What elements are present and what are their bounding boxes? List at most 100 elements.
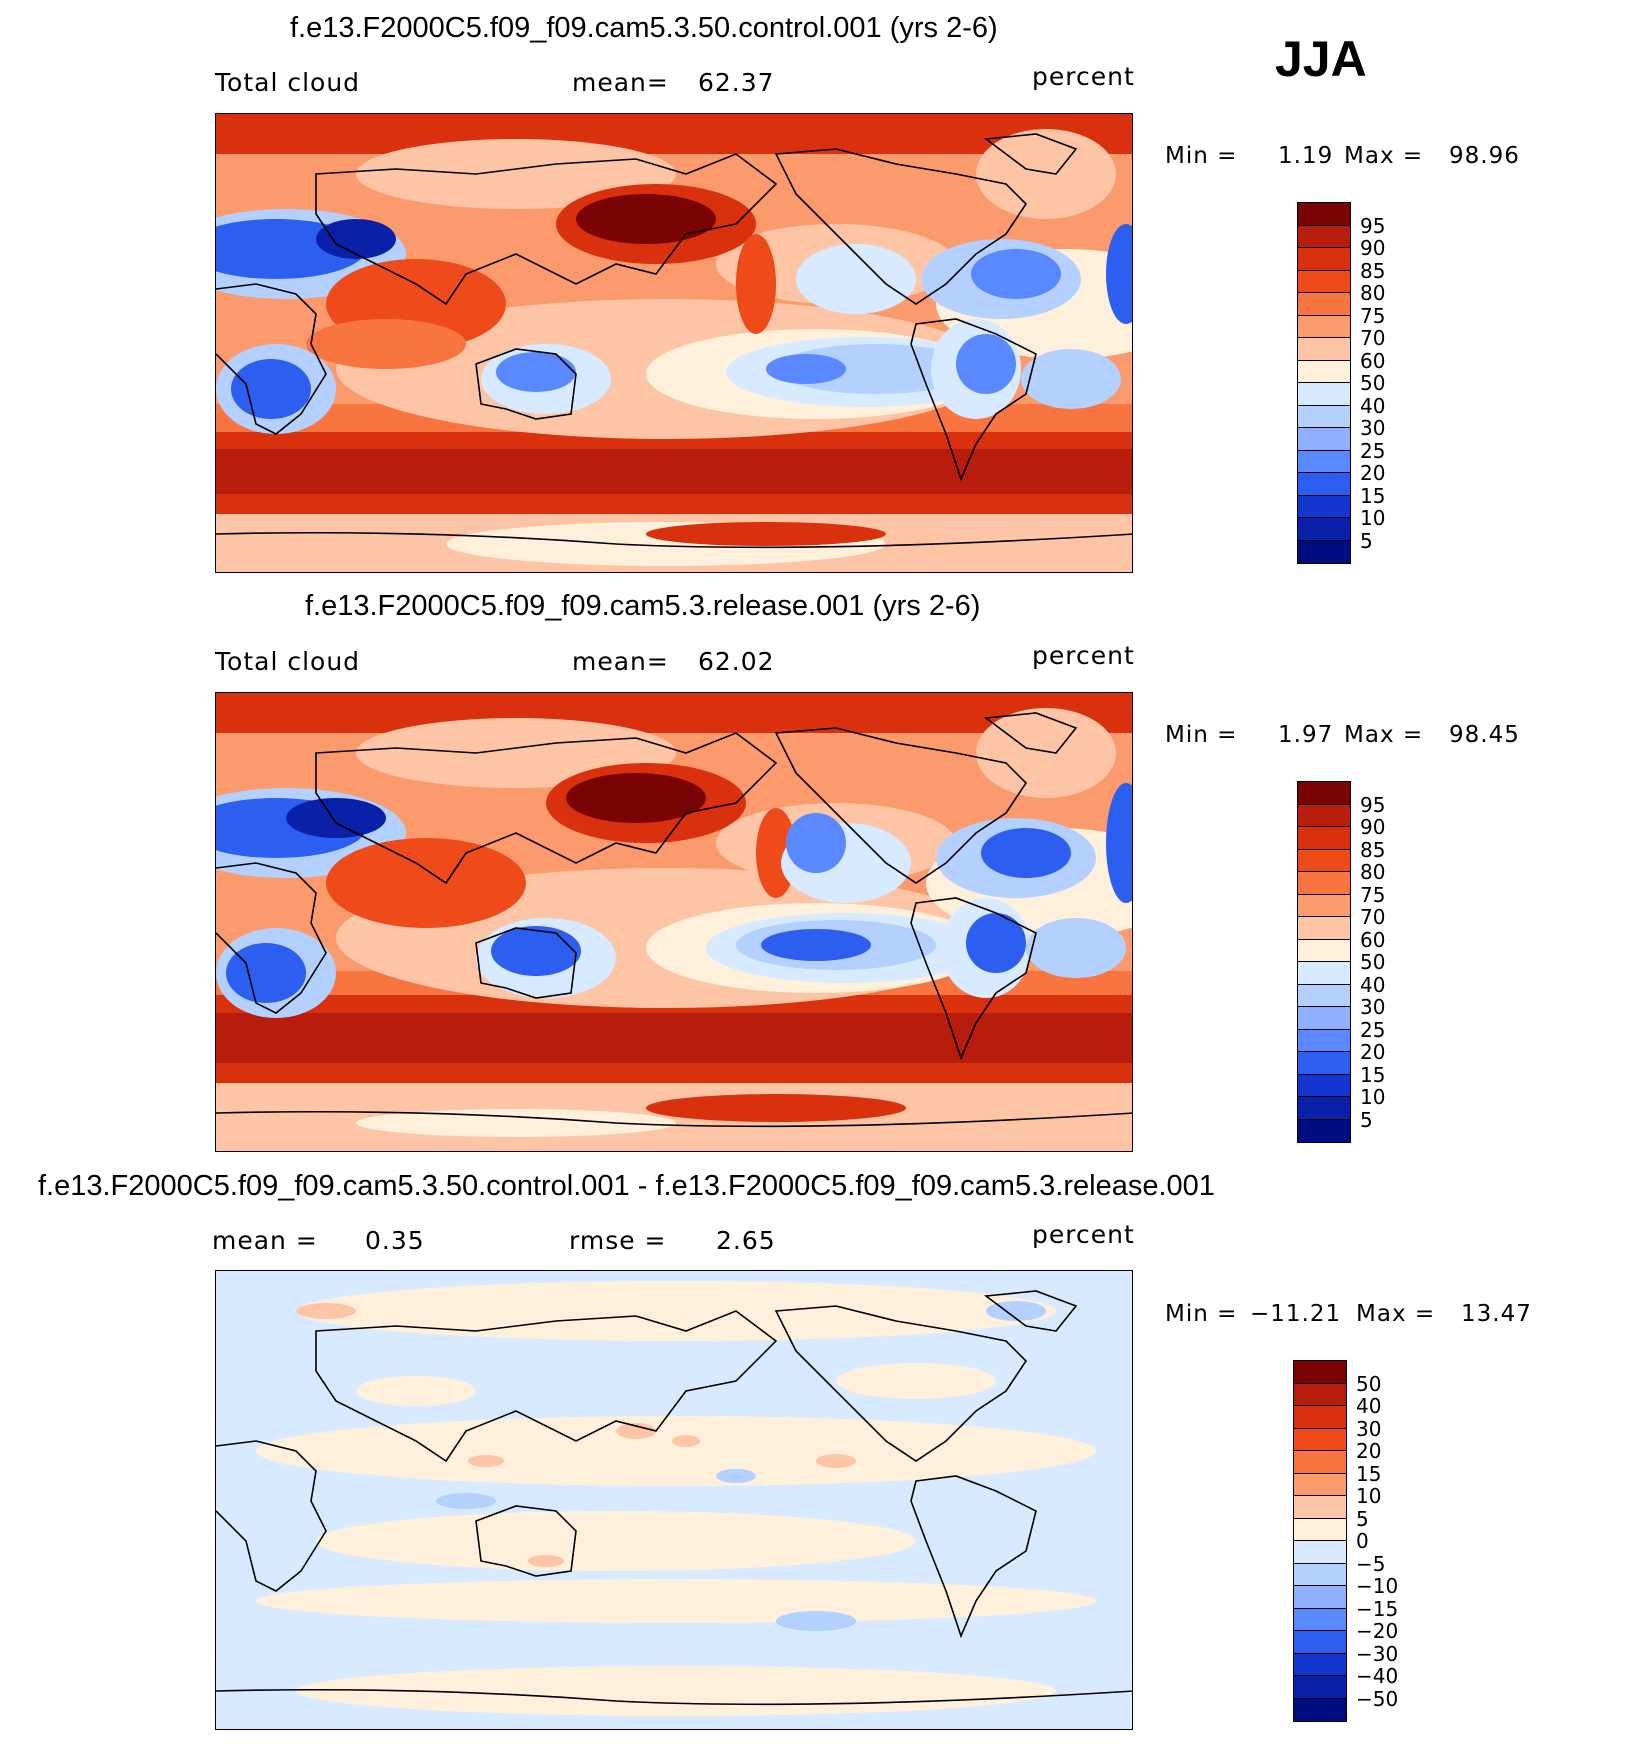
colorbar-tick-label: 0: [1356, 1529, 1369, 1553]
colorbar-segment: [1298, 1097, 1350, 1120]
colorbar-tick-label: 20: [1356, 1439, 1382, 1463]
panel-3-colorbar: [1293, 1360, 1347, 1722]
colorbar-segment: [1294, 1473, 1346, 1496]
colorbar-segment: [1298, 1029, 1350, 1052]
colorbar-tick-label: 60: [1360, 348, 1386, 373]
panel-2-min-value: 1.97: [1278, 722, 1334, 748]
panel-1-units: percent: [1032, 62, 1135, 91]
colorbar-segment: [1298, 1119, 1350, 1142]
colorbar-segment: [1294, 1361, 1346, 1384]
colorbar-tick-label: 95: [1360, 213, 1386, 238]
colorbar-segment: [1294, 1383, 1346, 1406]
colorbar-tick-label: 80: [1360, 860, 1386, 884]
colorbar-tick-label: 60: [1360, 927, 1386, 952]
colorbar-tick-label: −10: [1356, 1574, 1399, 1598]
colorbar-tick-label: 40: [1360, 393, 1386, 418]
colorbar-segment: [1294, 1541, 1346, 1564]
colorbar-segment: [1298, 872, 1350, 895]
season-label: JJA: [1275, 31, 1367, 87]
colorbar-tick-label: 15: [1360, 483, 1386, 508]
colorbar-segment: [1294, 1608, 1346, 1631]
panel-1-mean-label: mean=: [572, 68, 669, 97]
colorbar-segment: [1298, 450, 1350, 473]
panel-1-min-value: 1.19: [1278, 143, 1334, 169]
colorbar-segment: [1298, 1052, 1350, 1075]
colorbar-segment: [1298, 917, 1350, 940]
colorbar-tick-label: 10: [1360, 506, 1386, 530]
colorbar-segment: [1298, 338, 1350, 361]
colorbar-tick-label: 85: [1360, 258, 1386, 283]
colorbar-tick-label: 85: [1360, 837, 1386, 862]
panel-1-min-label: Min =: [1165, 143, 1238, 169]
colorbar-tick-label: 90: [1360, 236, 1386, 260]
colorbar-tick-label: −30: [1356, 1641, 1399, 1666]
colorbar-tick-label: −50: [1356, 1686, 1399, 1711]
panel-1-mean-value: 62.37: [698, 68, 775, 97]
panel-2-max-label: Max =: [1344, 722, 1424, 748]
colorbar-tick-label: 70: [1360, 905, 1386, 929]
colorbar-segment: [1298, 1074, 1350, 1097]
panel-1-colorbar: [1297, 202, 1351, 564]
colorbar-segment: [1294, 1496, 1346, 1519]
colorbar-tick-label: 10: [1356, 1484, 1382, 1508]
colorbar-segment: [1298, 540, 1350, 563]
colorbar-segment: [1294, 1518, 1346, 1541]
colorbar-tick-label: 15: [1356, 1461, 1382, 1486]
colorbar-segment: [1298, 428, 1350, 451]
colorbar-tick-label: 30: [1356, 1416, 1382, 1441]
panel-1-map-svg: [216, 114, 1132, 572]
colorbar-tick-label: 40: [1356, 1394, 1382, 1418]
panel-2-max-value: 98.45: [1449, 722, 1520, 748]
colorbar-segment: [1294, 1563, 1346, 1586]
panel-3-mean-value: 0.35: [365, 1226, 425, 1255]
colorbar-tick-label: 5: [1356, 1506, 1369, 1531]
colorbar-tick-label: 25: [1360, 438, 1386, 463]
panel-1-max-value: 98.96: [1449, 143, 1520, 169]
colorbar-segment: [1298, 473, 1350, 496]
colorbar-segment: [1298, 203, 1350, 226]
panel-2-map: [215, 692, 1133, 1152]
colorbar-tick-label: −40: [1356, 1664, 1399, 1688]
colorbar-tick-label: −5: [1356, 1551, 1386, 1576]
panel-3-units: percent: [1032, 1220, 1135, 1249]
panel-3-rmse-label: rmse =: [569, 1226, 667, 1255]
colorbar-tick-label: 95: [1360, 792, 1386, 817]
colorbar-segment: [1298, 360, 1350, 383]
panel-1-title: f.e13.F2000C5.f09_f09.cam5.3.50.control.…: [290, 12, 998, 44]
colorbar-tick-label: 20: [1360, 461, 1386, 485]
colorbar-segment: [1298, 1007, 1350, 1030]
panel-1-variable-label: Total cloud: [215, 68, 361, 97]
colorbar-tick-label: 20: [1360, 1040, 1386, 1064]
panel-2-mean-value: 62.02: [698, 647, 775, 676]
colorbar-tick-label: 40: [1360, 972, 1386, 997]
colorbar-tick-label: 25: [1360, 1017, 1386, 1042]
colorbar-segment: [1294, 1631, 1346, 1654]
colorbar-tick-label: 10: [1360, 1085, 1386, 1109]
panel-3-map-svg: [216, 1271, 1132, 1729]
panel-3-mean-label: mean =: [212, 1226, 318, 1255]
colorbar-segment: [1294, 1586, 1346, 1609]
colorbar-segment: [1298, 984, 1350, 1007]
colorbar-segment: [1294, 1698, 1346, 1721]
colorbar-segment: [1298, 804, 1350, 827]
colorbar-segment: [1298, 518, 1350, 541]
colorbar-segment: [1298, 782, 1350, 805]
colorbar-segment: [1294, 1428, 1346, 1451]
colorbar-tick-label: −15: [1356, 1596, 1399, 1621]
colorbar-segment: [1294, 1676, 1346, 1699]
colorbar-tick-label: 30: [1360, 416, 1386, 440]
colorbar-tick-label: 75: [1360, 882, 1386, 907]
colorbar-segment: [1298, 383, 1350, 406]
panel-2-variable-label: Total cloud: [215, 647, 361, 676]
colorbar-tick-label: 5: [1360, 528, 1373, 553]
panel-3-min-label: Min =: [1165, 1301, 1238, 1327]
panel-3-rmse-value: 2.65: [716, 1226, 776, 1255]
colorbar-tick-label: 50: [1356, 1371, 1382, 1396]
panel-3-map: [215, 1270, 1133, 1730]
colorbar-segment: [1298, 962, 1350, 985]
panel-2-units: percent: [1032, 641, 1135, 670]
colorbar-segment: [1298, 849, 1350, 872]
colorbar-segment: [1298, 248, 1350, 271]
colorbar-segment: [1298, 293, 1350, 316]
colorbar-segment: [1294, 1653, 1346, 1676]
